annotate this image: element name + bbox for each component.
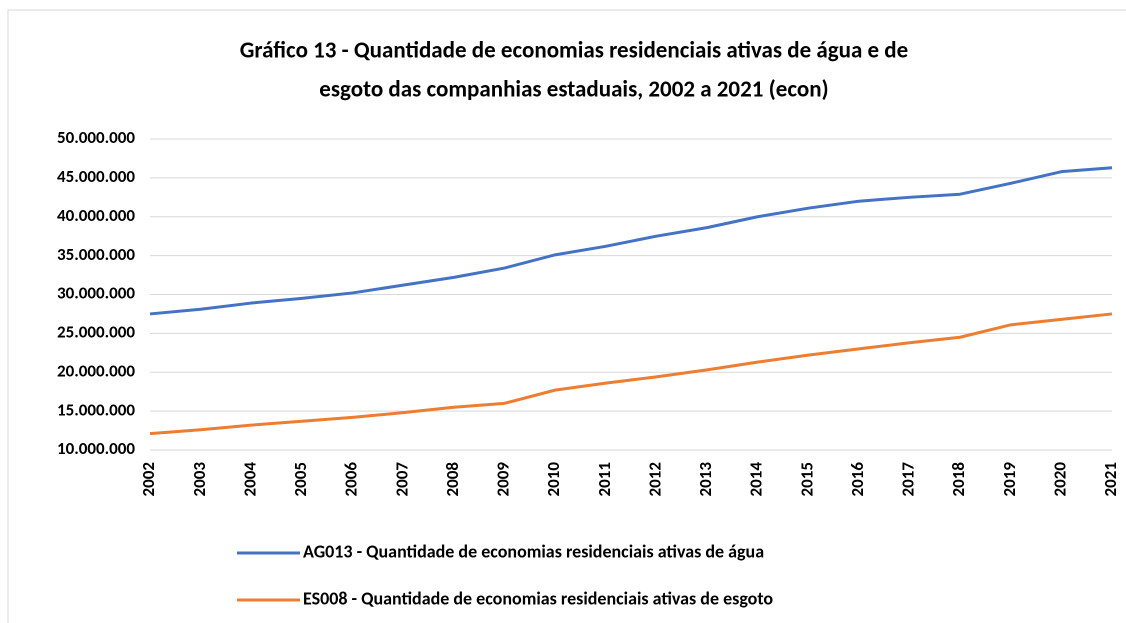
x-tick-label: 2018 bbox=[948, 462, 969, 497]
x-tick-label: 2003 bbox=[189, 462, 210, 497]
x-tick-label: 2002 bbox=[138, 462, 159, 497]
x-tick-label: 2011 bbox=[594, 462, 615, 496]
x-tick-label: 2007 bbox=[391, 462, 412, 497]
x-tick-label: 2013 bbox=[695, 462, 716, 497]
x-tick-label: 2008 bbox=[442, 462, 463, 497]
data-line bbox=[149, 312, 1113, 436]
x-tick-label: 2021 bbox=[1100, 462, 1121, 496]
x-tick-label: 2017 bbox=[898, 462, 919, 497]
x-tick-label: 2020 bbox=[1049, 462, 1070, 497]
chart-title: esgoto das companhias estaduais, 2002 a … bbox=[319, 76, 828, 104]
legend-label: ES008 - Quantidade de economias residenc… bbox=[303, 587, 773, 609]
x-tick-label: 2009 bbox=[493, 462, 514, 497]
y-tick-label: 35.000.000 bbox=[57, 244, 135, 265]
chart-frame bbox=[7, 9, 1126, 623]
x-tick-label: 2019 bbox=[999, 462, 1020, 497]
x-tick-label: 2010 bbox=[543, 462, 564, 497]
x-tick-label: 2004 bbox=[239, 462, 260, 497]
y-tick-label: 25.000.000 bbox=[57, 322, 135, 343]
y-tick-label: 15.000.000 bbox=[57, 399, 135, 420]
x-tick-label: 2012 bbox=[644, 462, 665, 497]
y-tick-label: 30.000.000 bbox=[57, 283, 135, 304]
data-line bbox=[149, 166, 1113, 316]
x-tick-label: 2015 bbox=[796, 462, 817, 496]
x-tick-label: 2005 bbox=[290, 462, 311, 496]
y-tick-label: 40.000.000 bbox=[57, 205, 135, 226]
chart-title: Gráfico 13 - Quantidade de economias res… bbox=[240, 37, 908, 65]
x-tick-label: 2016 bbox=[847, 462, 868, 497]
x-tick-label: 2006 bbox=[341, 462, 362, 497]
y-tick-label: 10.000.000 bbox=[57, 438, 135, 459]
legend-label: AG013 - Quantidade de economias residenc… bbox=[303, 540, 764, 562]
y-tick-label: 50.000.000 bbox=[57, 127, 135, 148]
y-tick-label: 45.000.000 bbox=[57, 166, 135, 187]
x-tick-label: 2014 bbox=[746, 462, 767, 497]
y-tick-label: 20.000.000 bbox=[57, 360, 135, 381]
